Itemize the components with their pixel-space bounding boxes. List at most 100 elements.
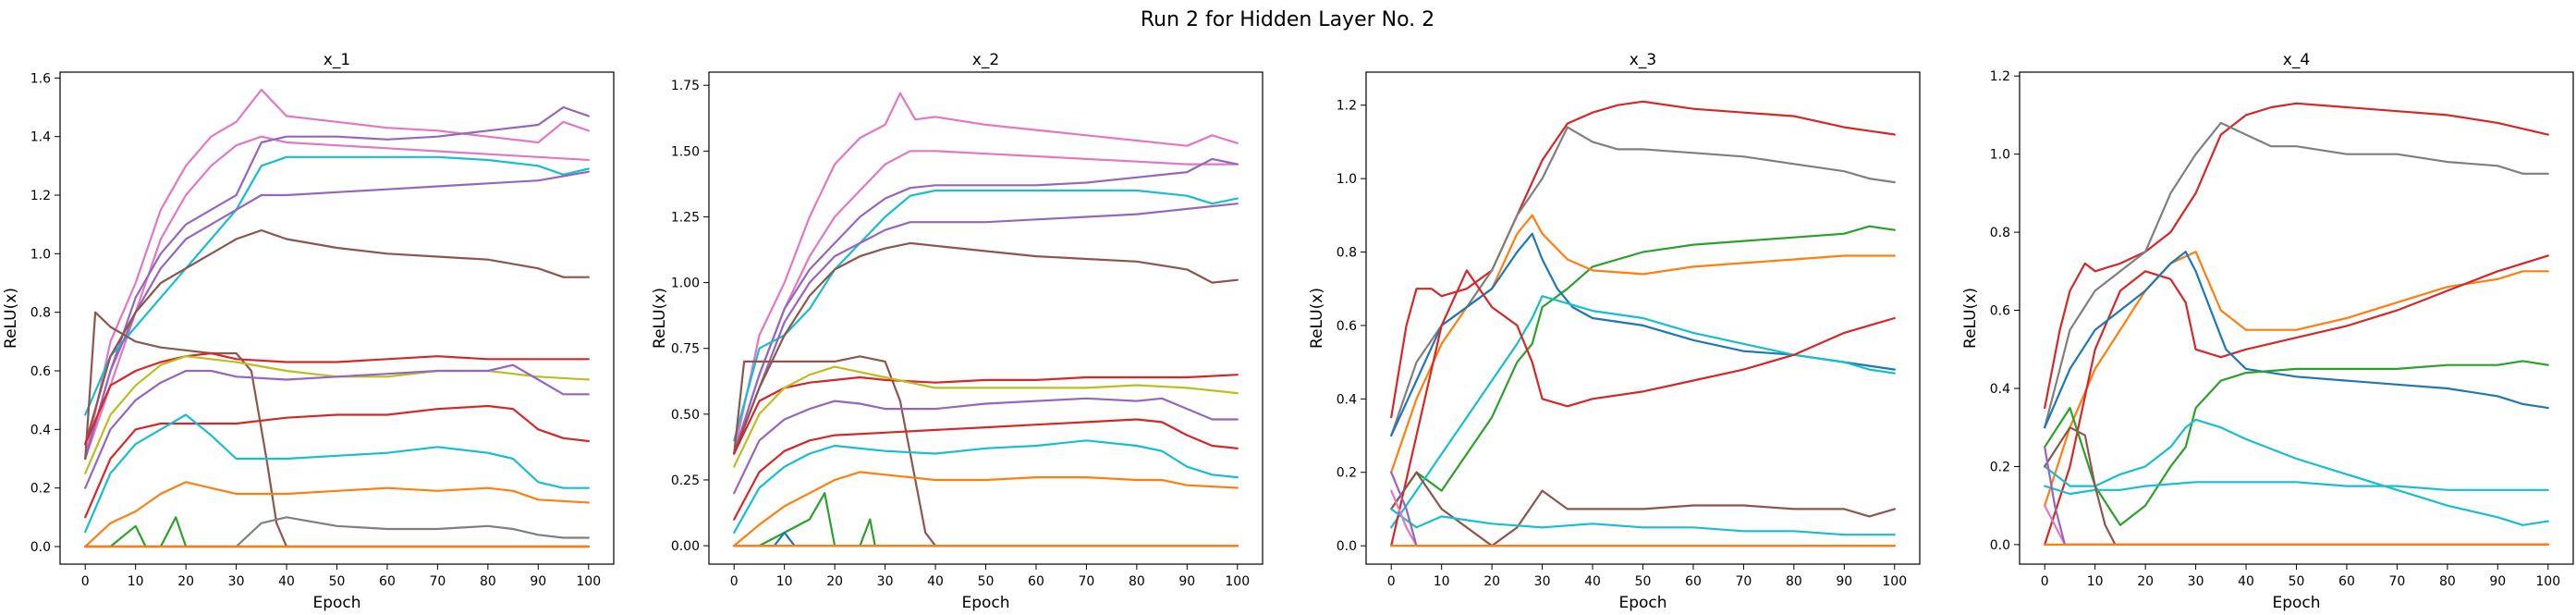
series-line-1 xyxy=(1390,100,1896,419)
series-group xyxy=(2044,102,2549,546)
x-tick-label: 20 xyxy=(826,574,843,589)
series-line-10 xyxy=(733,397,1239,495)
x-tick-label: 80 xyxy=(1786,574,1802,589)
series-line-8 xyxy=(84,351,590,446)
x-tick-label: 100 xyxy=(1225,574,1250,589)
y-tick-label: 0.2 xyxy=(1337,466,1357,481)
x-tick-label: 90 xyxy=(530,574,546,589)
x-axis-label: Epoch xyxy=(1618,594,1666,612)
axes-4: 0 10 20 30 40 50 60 70 80 90 100 0.0 0.2 0.4 0.6 0.8 1.0… xyxy=(1961,51,2574,612)
series-line-4 xyxy=(1390,214,1896,474)
series-line-9 xyxy=(733,365,1239,468)
x-tick-label: 30 xyxy=(1534,574,1551,589)
axes-title: x_3 xyxy=(1630,51,1656,69)
x-tick-label: 40 xyxy=(1584,574,1601,589)
y-tick-label: 0.4 xyxy=(1337,392,1357,407)
series-line-5 xyxy=(2044,251,2549,429)
axes-3: 0 10 20 30 40 50 60 70 80 90 100 0.0 0.2 0.4 0.6 0.8 1.0… xyxy=(1308,51,1921,612)
series-line-4 xyxy=(84,155,590,416)
series-line-6 xyxy=(1390,295,1896,529)
x-tick-label: 30 xyxy=(877,574,894,589)
y-tick-label: 1.75 xyxy=(671,79,700,93)
axes-container: 0 10 20 30 40 50 60 70 80 90 1000.00.20.40.60.81.0… xyxy=(2,51,2574,612)
y-tick-label: 1.0 xyxy=(31,247,51,262)
series-line-3 xyxy=(2044,251,2549,507)
x-tick-label: 80 xyxy=(480,574,496,589)
y-tick-label: 1.2 xyxy=(1337,99,1357,114)
series-line-5 xyxy=(733,203,1239,455)
x-tick-label: 40 xyxy=(2238,574,2254,589)
y-tick-label: 0.6 xyxy=(31,364,51,379)
x-axis-label: Epoch xyxy=(2272,594,2320,612)
x-tick-label: 100 xyxy=(576,574,601,589)
axes-title: x_4 xyxy=(2283,51,2310,69)
y-tick-label: 0.4 xyxy=(31,423,51,437)
series-line-3 xyxy=(733,157,1239,455)
series-line-7 xyxy=(1390,269,1896,547)
y-tick-label: 0.8 xyxy=(1990,226,2010,240)
y-tick-label: 1.00 xyxy=(671,277,700,291)
x-tick-label: 90 xyxy=(1178,574,1195,589)
x-tick-label: 80 xyxy=(1129,574,1145,589)
x-tick-label: 30 xyxy=(2188,574,2204,589)
x-tick-label: 50 xyxy=(2289,574,2305,589)
series-line-6 xyxy=(2044,360,2549,526)
series-group xyxy=(84,88,590,548)
y-tick-label: 1.4 xyxy=(31,130,51,145)
y-tick-label: 1.0 xyxy=(1990,148,2010,163)
axes-title: x_1 xyxy=(324,51,350,69)
series-line-2 xyxy=(84,135,590,461)
x-tick-label: 20 xyxy=(1483,574,1500,589)
axes-1: 0 10 20 30 40 50 60 70 80 90 100 0.0 0.2 0.4 0.6 0.8 1.0… xyxy=(2,51,615,612)
x-tick-label: 60 xyxy=(379,574,396,589)
x-tick-label: 20 xyxy=(177,574,194,589)
series-line-7 xyxy=(2044,418,2549,526)
series-line-2 xyxy=(733,150,1239,455)
y-tick-label: 1.25 xyxy=(671,210,700,225)
series-line-2 xyxy=(2044,121,2549,429)
x-tick-label: 10 xyxy=(2087,574,2104,589)
series-line-1 xyxy=(2044,102,2549,410)
y-tick-label: 1.2 xyxy=(1990,69,2010,84)
y-tick-label: 0.8 xyxy=(1337,246,1357,261)
x-tick-label: 100 xyxy=(1882,574,1907,589)
y-tick-label: 1.2 xyxy=(31,189,51,203)
x-tick-label: 50 xyxy=(329,574,346,589)
series-line-14 xyxy=(733,492,1239,547)
x-axis-label: Epoch xyxy=(312,594,360,612)
x-tick-label: 70 xyxy=(1078,574,1094,589)
x-tick-label: 100 xyxy=(2535,574,2560,589)
x-tick-label: 40 xyxy=(278,574,295,589)
series-line-1 xyxy=(733,92,1239,455)
x-tick-label: 70 xyxy=(429,574,446,589)
x-tick-label: 10 xyxy=(128,574,144,589)
series-line-1 xyxy=(84,88,590,461)
series-line-3 xyxy=(84,105,590,461)
x-tick-label: 20 xyxy=(2137,574,2154,589)
y-tick-label: 0.6 xyxy=(1337,319,1357,334)
series-line-8 xyxy=(733,374,1239,455)
x-axis-label: Epoch xyxy=(961,594,1009,612)
x-tick-label: 0 xyxy=(1387,574,1396,589)
y-tick-label: 0.0 xyxy=(1337,539,1357,554)
axes-2: 0 10 20 30 40 50 60 70 80 90 100 0.00 0.25 0.50 0.75 1.… xyxy=(651,51,1264,612)
x-tick-label: 30 xyxy=(228,574,245,589)
x-tick-label: 60 xyxy=(1685,574,1702,589)
series-line-12 xyxy=(733,439,1239,534)
x-tick-label: 10 xyxy=(776,574,793,589)
figure-suptitle: Run 2 for Hidden Layer No. 2 xyxy=(1141,8,1435,31)
series-line-6 xyxy=(84,228,590,446)
x-tick-label: 50 xyxy=(978,574,995,589)
series-line-7 xyxy=(733,355,1239,547)
x-tick-label: 10 xyxy=(1434,574,1450,589)
series-line-3 xyxy=(1390,225,1896,510)
series-line-10 xyxy=(84,363,590,489)
y-tick-label: 0.6 xyxy=(1990,304,2010,319)
x-tick-label: 60 xyxy=(1028,574,1044,589)
y-axis-label: ReLU(x) xyxy=(2,288,20,349)
y-tick-label: 1.50 xyxy=(671,144,700,159)
x-tick-label: 0 xyxy=(2041,574,2049,589)
y-tick-label: 0.2 xyxy=(31,482,51,497)
series-group xyxy=(733,92,1239,547)
